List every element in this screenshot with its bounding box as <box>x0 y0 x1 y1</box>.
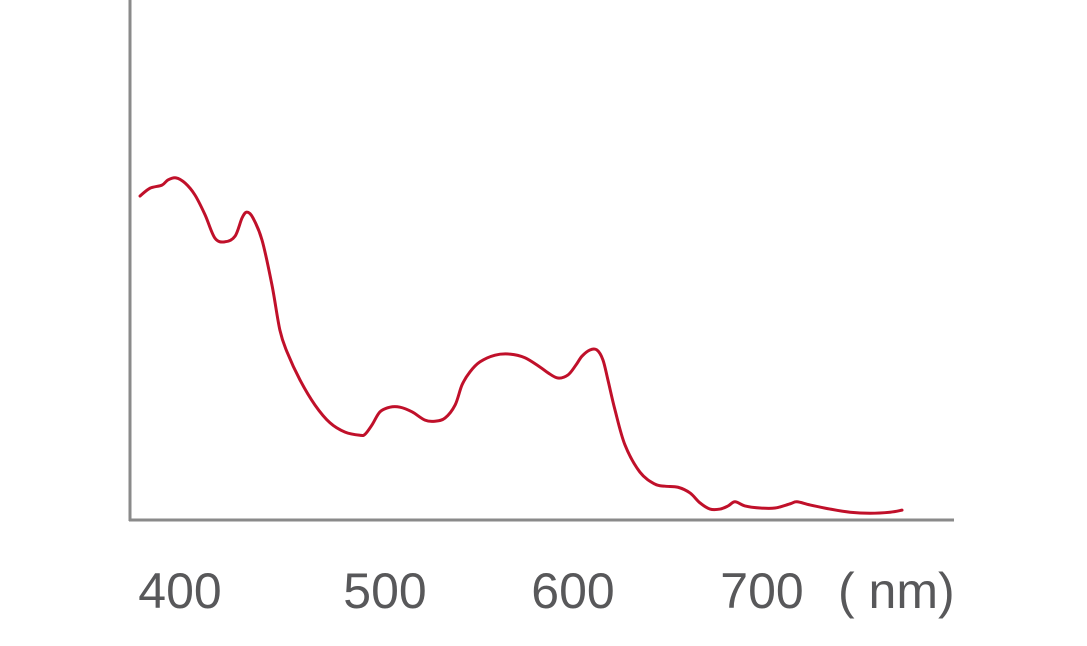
spectrum-line <box>138 176 904 515</box>
x-tick-label: 500 <box>343 563 426 619</box>
x-tick-label: 400 <box>138 563 221 619</box>
x-axis-label: ( nm) <box>838 563 955 619</box>
x-tick-label: 600 <box>531 563 614 619</box>
x-tick-label: 700 <box>720 563 803 619</box>
